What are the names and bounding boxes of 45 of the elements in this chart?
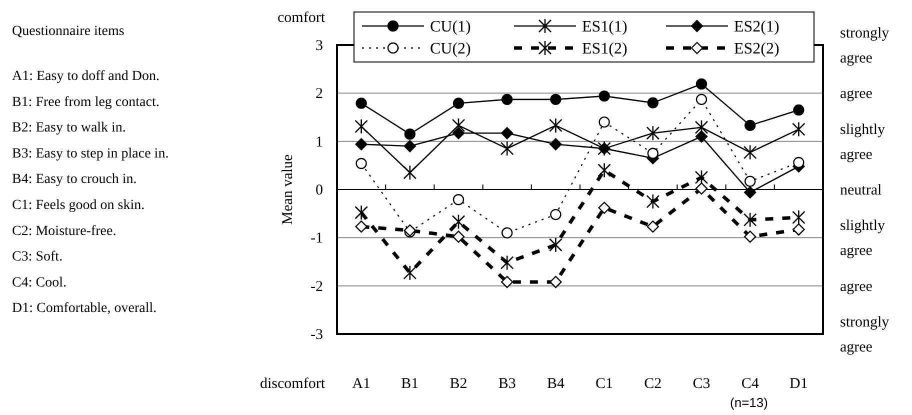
x-tick-label: B1 [401,376,419,392]
legend-label: ES2(1) [734,18,780,36]
legend-label: ES2(2) [734,40,780,58]
text: B2: Easy to walk in. [12,120,126,136]
text: C1: Feels good on skin. [12,198,145,213]
text: neutral [840,182,882,198]
text: agree [840,86,873,102]
legend-label: CU(2) [430,40,471,58]
y-tick-label: 3 [316,38,323,54]
text: C4: Cool. [12,275,66,290]
x-tick-label: B4 [546,376,565,392]
x-tick-label: B3 [498,376,516,392]
y-tick-label: -1 [310,230,323,247]
y-tick-label: 2 [316,86,323,102]
text: strongly agree [840,314,890,356]
legend-label: ES1(1) [582,18,628,36]
legend-label: CU(1) [430,18,471,36]
text: C2: Moisture-free. [12,224,116,239]
x-tick-label: D1 [790,376,808,392]
x-tick-label: C3 [692,376,710,392]
x-tick-label: A1 [352,376,370,392]
text: A1: Easy to doff and Don. [12,69,160,84]
y-tick-label: -2 [310,278,323,295]
x-tick-label: C1 [596,376,614,392]
text: slightly agree [840,122,886,163]
text: comfort [278,10,326,26]
text: strongly agree [840,26,890,66]
x-tick-label: C2 [644,376,662,392]
text: agree [840,278,873,295]
y-tick-label: 1 [316,134,323,150]
x-tick-label: C4 [741,376,760,392]
text: D1: Comfortable, overall. [12,301,157,316]
text: C3: Soft. [12,250,63,265]
x-tick-label: B2 [450,376,468,392]
y-tick-label: -3 [310,327,323,343]
y-tick-label: 0 [316,182,323,198]
text: B4: Easy to crouch in. [12,172,137,188]
y-axis-title: Mean value [280,154,296,225]
text: discomfort [260,376,326,392]
legend-label: ES1(2) [582,40,628,58]
text: B3: Easy to step in place in. [12,146,169,162]
text: slightly agree [840,218,886,260]
text: Questionnaire items [12,24,124,39]
text: B1: Free from leg contact. [12,94,160,110]
text: (n=13) [730,395,768,410]
